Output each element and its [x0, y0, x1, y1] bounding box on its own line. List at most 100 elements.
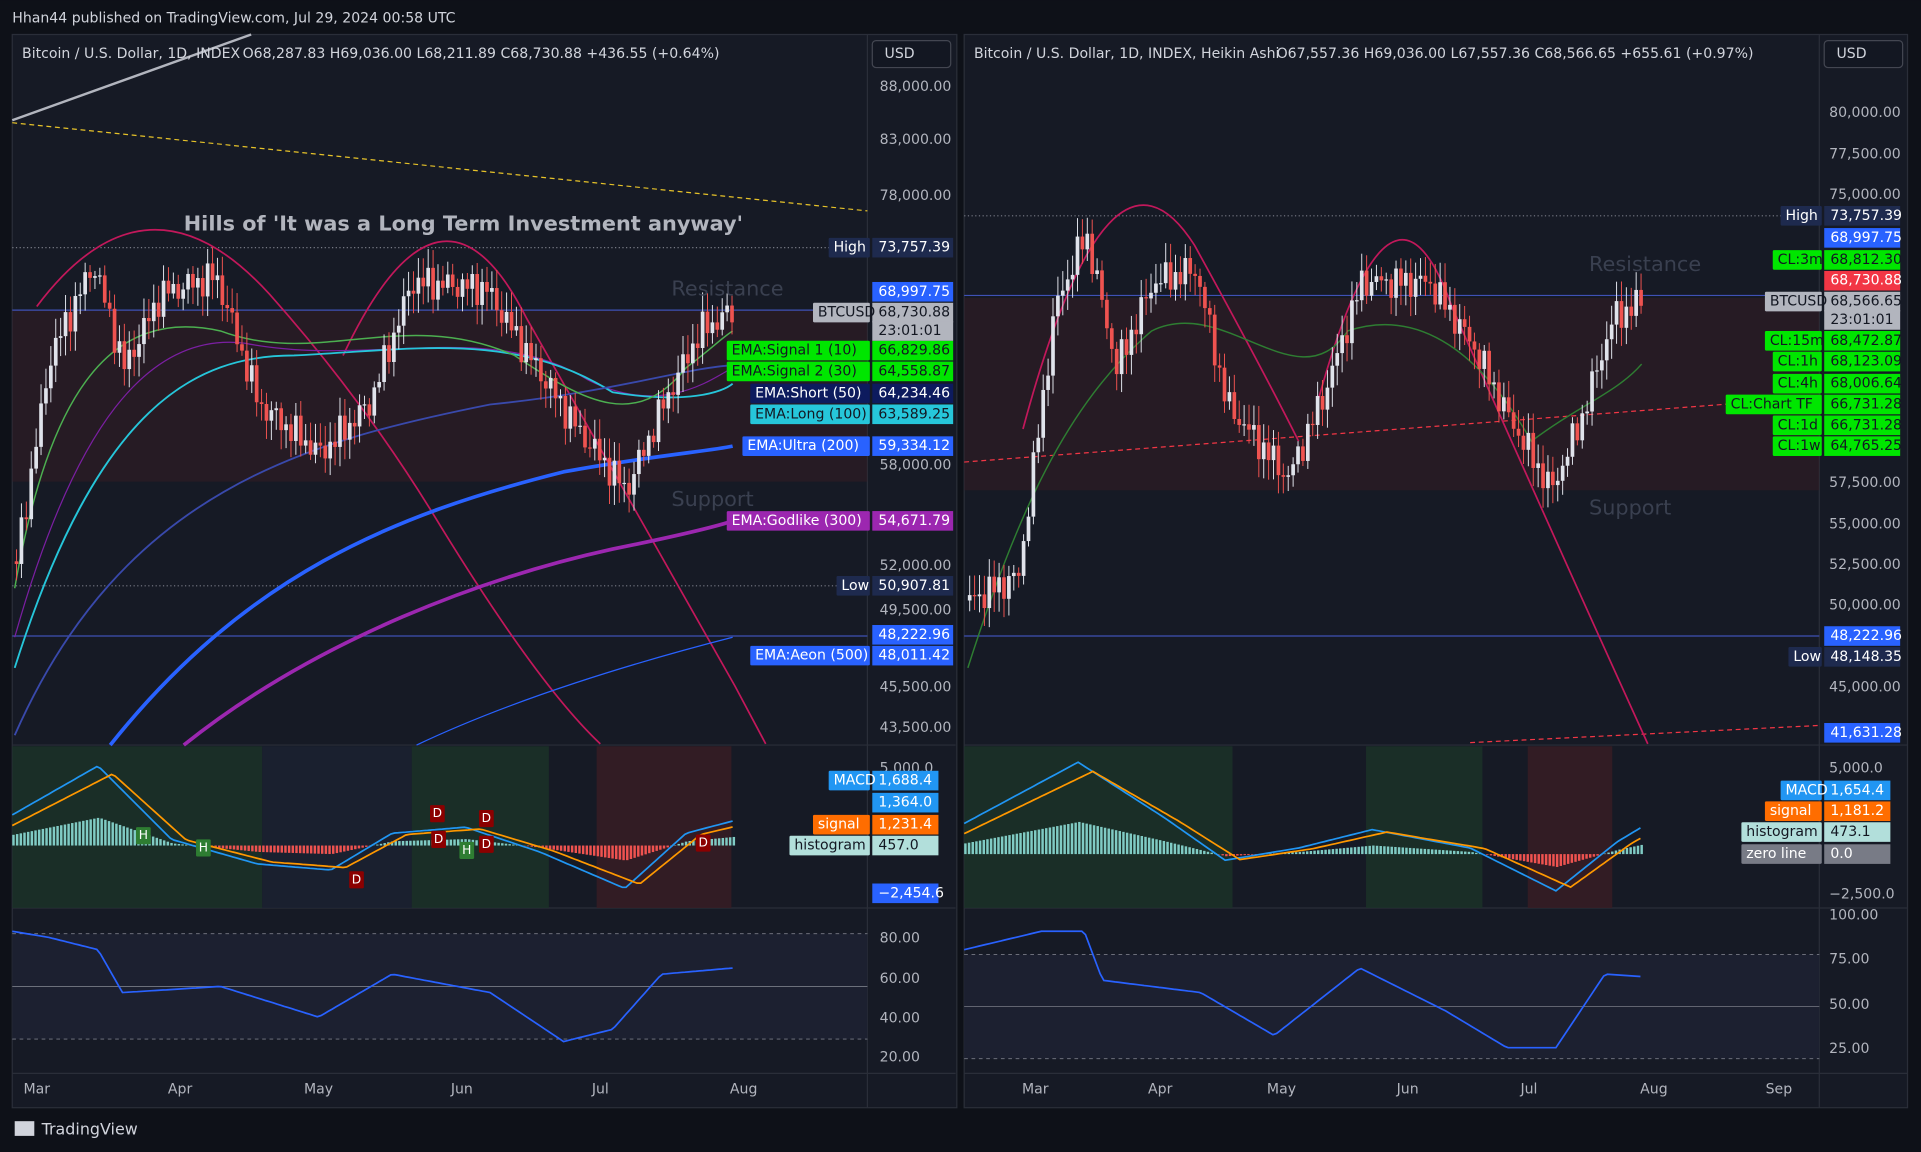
histogram-bar [258, 845, 261, 852]
tag-label [742, 436, 870, 456]
price-tag [872, 511, 954, 531]
price-axis-label: 88,000.00 [880, 79, 952, 95]
histogram-bar [361, 845, 364, 848]
price-axis-label: 50,000.00 [1829, 597, 1901, 613]
histogram-bar [243, 845, 247, 851]
histogram-bar [1566, 854, 1570, 864]
candle-body [1595, 370, 1599, 372]
candle-body [597, 438, 602, 461]
histogram-bar [662, 845, 666, 849]
rsi-line [963, 930, 1641, 1049]
tag-label [726, 361, 870, 382]
price-tag-value: 68,006.64 [1830, 376, 1902, 392]
zone-label: Support [1589, 496, 1671, 520]
price-tag [872, 576, 954, 596]
histogram-bar [684, 841, 688, 846]
histogram-bar [1544, 854, 1548, 866]
histogram-bar [989, 838, 993, 855]
histogram-bar [692, 840, 695, 846]
histogram-bar [1059, 825, 1063, 855]
histogram-bar [1640, 844, 1643, 855]
candle-body [455, 286, 460, 297]
histogram-bar [1622, 848, 1625, 855]
histogram-bar [1581, 854, 1585, 860]
histogram-bar [585, 845, 589, 855]
histogram-bar [1188, 847, 1191, 855]
hill-arc [1316, 238, 1649, 745]
histogram-bar [526, 845, 530, 847]
histogram-bar [151, 836, 155, 846]
tag-label-text: CL:15m [1770, 333, 1824, 349]
histogram-bar [34, 830, 37, 846]
price-tag [1824, 780, 1891, 801]
histogram-bar [1530, 854, 1533, 863]
signal-marker-text: D [433, 806, 442, 820]
signal-marker-text: H [199, 840, 208, 854]
candle-body [78, 294, 83, 296]
histogram-bar [1386, 846, 1390, 855]
candle-body [1222, 367, 1227, 402]
candle-body [1046, 375, 1050, 390]
histogram-bar [1081, 822, 1085, 855]
histogram-bar [184, 844, 188, 846]
signal-marker [430, 805, 445, 823]
price-tag-value: 1,231.4 [878, 817, 932, 833]
candle-body [1154, 283, 1158, 293]
candle-body [1428, 281, 1433, 284]
candle-body [1487, 350, 1491, 385]
histogram-bar [104, 819, 107, 846]
price-tag [1824, 291, 1901, 312]
histogram-bar [1063, 824, 1066, 855]
tag-label [836, 576, 870, 596]
price-tag [872, 883, 939, 904]
histogram-bar [1037, 829, 1041, 855]
candle-body [485, 281, 489, 292]
candle-body [1614, 301, 1619, 325]
histogram-bar [379, 843, 383, 846]
histogram-bar [71, 823, 74, 846]
price-tag [1824, 250, 1901, 270]
ema-line [416, 636, 733, 746]
candle-body [509, 311, 514, 331]
price-axis-label: 80,000.00 [1829, 105, 1901, 121]
price-tag [1824, 351, 1901, 372]
macd-zone [1366, 746, 1483, 909]
histogram-bar [971, 842, 974, 855]
histogram-bar [423, 840, 427, 846]
histogram-bar [232, 845, 236, 850]
histogram-bar [1339, 848, 1342, 855]
tag-label [750, 404, 870, 425]
histogram-bar [1147, 837, 1151, 855]
histogram-bar [578, 845, 581, 854]
histogram-bar [1136, 835, 1140, 855]
time-axis-label: Aug [1640, 1081, 1668, 1097]
histogram-bar [166, 841, 170, 846]
candle-body [318, 442, 323, 446]
histogram-bar [1412, 848, 1416, 855]
histogram-bar [1022, 832, 1026, 855]
candle-body [230, 308, 234, 313]
candle-body [156, 302, 161, 317]
histogram-bar [986, 839, 989, 855]
tag-label [1741, 822, 1822, 842]
tag-label [789, 835, 870, 856]
price-tag-value: 48,222.96 [1830, 628, 1902, 644]
candle-body [161, 280, 166, 317]
candle-body [1482, 350, 1487, 369]
time-axis-label: May [304, 1081, 333, 1097]
price-tag [1824, 723, 1901, 743]
rsi-line [12, 930, 733, 1043]
histogram-bar [548, 845, 552, 850]
candle-body [137, 344, 141, 357]
histogram-bar [1056, 826, 1059, 855]
histogram-bar [600, 845, 603, 857]
candle-body [1350, 300, 1354, 344]
histogram-bar [545, 845, 548, 849]
candle-body [1521, 435, 1526, 450]
candle-body [333, 441, 337, 447]
candle-body [977, 594, 982, 597]
histogram-bar [1475, 852, 1478, 855]
histogram-bar [607, 845, 611, 858]
histogram-bar [501, 843, 504, 846]
candle-body [166, 280, 171, 294]
